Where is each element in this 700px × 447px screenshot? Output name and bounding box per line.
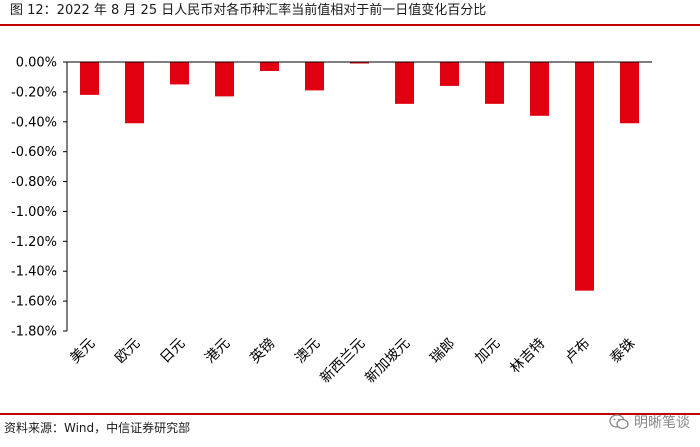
- y-tick-label: -0.20%: [11, 85, 57, 100]
- x-tick-label: 英镑: [247, 335, 279, 367]
- bar-港元: [215, 62, 234, 97]
- x-tick-label: 新西兰元: [317, 336, 368, 387]
- y-tick-label: -1.80%: [11, 325, 57, 340]
- x-tick-label: 林吉特: [507, 336, 548, 377]
- bar-澳元: [305, 62, 324, 91]
- x-tick-label: 日元: [157, 336, 188, 367]
- x-tick-label: 澳元: [292, 336, 323, 367]
- title-rule: [0, 24, 700, 26]
- y-tick-label: -1.20%: [11, 235, 57, 250]
- bar-卢布: [575, 62, 594, 291]
- bar-林吉特: [530, 62, 549, 116]
- bar-日元: [170, 62, 189, 85]
- bar-泰铢: [620, 62, 639, 124]
- bar-加元: [485, 62, 504, 104]
- x-tick-label: 港元: [202, 336, 233, 367]
- bar-瑞郎: [440, 62, 459, 86]
- x-tick-label: 欧元: [112, 336, 143, 367]
- y-tick-label: -0.60%: [11, 145, 57, 160]
- bar-英镑: [260, 62, 279, 71]
- bar-美元: [80, 62, 99, 95]
- y-tick-label: -1.40%: [11, 265, 57, 280]
- bar-新加坡元: [395, 62, 414, 104]
- wechat-icon: [609, 414, 629, 430]
- watermark-text: 明晰笔谈: [634, 415, 690, 431]
- source-note: 资料来源：Wind，中信证券研究部: [4, 421, 191, 435]
- y-tick-label: -1.60%: [11, 295, 57, 310]
- y-tick-label: -0.40%: [11, 115, 57, 130]
- y-axis: 0.00% -0.20% -0.40% -0.60% -0.80% -1.00% -1.20…: [11, 56, 68, 340]
- y-tick-label: 0.00%: [16, 56, 57, 71]
- x-tick-label: 美元: [67, 336, 98, 367]
- x-tick-label: 泰铢: [607, 336, 638, 367]
- chart-title: 图 12：2022 年 8 月 25 日人民币对各币种汇率当前值相对于前一日值变…: [10, 3, 487, 18]
- bar-chart: 0.00% -0.20% -0.40% -0.60% -0.80% -1.00% -1.20…: [11, 56, 652, 387]
- footer-rule: [0, 413, 700, 415]
- x-tick-label: 新加坡元: [362, 336, 413, 387]
- x-tick-label: 加元: [472, 336, 503, 367]
- bar-series: [80, 62, 639, 291]
- y-tick-label: -1.00%: [11, 205, 57, 220]
- watermark: 明晰笔谈: [609, 410, 690, 434]
- y-tick-label: -0.80%: [11, 175, 57, 190]
- x-tick-label: 卢布: [562, 336, 593, 367]
- bar-新西兰元: [350, 62, 369, 64]
- x-tick-label: 瑞郎: [427, 336, 458, 367]
- bar-欧元: [125, 62, 144, 124]
